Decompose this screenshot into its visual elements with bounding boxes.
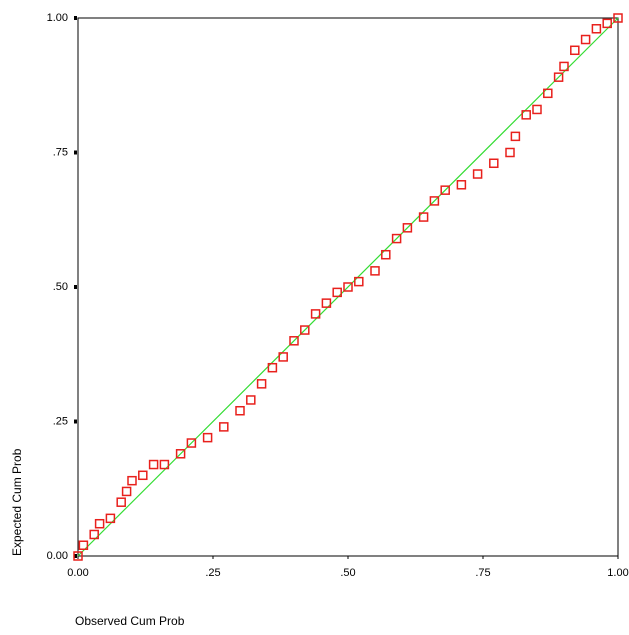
point bbox=[472, 169, 483, 179]
point bbox=[613, 13, 623, 23]
point bbox=[418, 212, 429, 222]
point bbox=[321, 298, 332, 308]
y-tick-label: .75 bbox=[53, 146, 68, 158]
point bbox=[570, 45, 580, 56]
y-tick-mark bbox=[74, 554, 77, 558]
point bbox=[219, 422, 229, 432]
x-tick-label: 0.00 bbox=[67, 567, 88, 579]
y-tick-label: .50 bbox=[53, 281, 68, 293]
point bbox=[289, 336, 299, 346]
point bbox=[105, 513, 116, 524]
y-tick-mark bbox=[74, 150, 77, 155]
y-tick-mark bbox=[74, 285, 77, 289]
y-axis-title: Expected Cum Prob bbox=[10, 448, 24, 556]
x-tick-label: 1.00 bbox=[607, 567, 628, 579]
point bbox=[116, 497, 126, 507]
point bbox=[235, 405, 245, 416]
point bbox=[89, 529, 99, 540]
point bbox=[532, 104, 542, 115]
point bbox=[202, 432, 213, 443]
point bbox=[370, 266, 380, 276]
point bbox=[94, 518, 105, 529]
point bbox=[256, 379, 267, 389]
point bbox=[310, 309, 321, 319]
point bbox=[121, 486, 132, 497]
point bbox=[602, 18, 612, 29]
x-tick-label: .25 bbox=[205, 567, 220, 579]
point bbox=[159, 459, 170, 470]
point bbox=[78, 540, 89, 550]
point bbox=[186, 438, 197, 448]
point bbox=[300, 325, 310, 335]
point bbox=[332, 287, 342, 298]
point bbox=[440, 185, 450, 195]
point bbox=[267, 362, 278, 373]
point bbox=[138, 470, 148, 481]
point bbox=[543, 88, 553, 99]
point bbox=[559, 61, 569, 72]
point bbox=[489, 158, 499, 169]
point bbox=[521, 110, 531, 120]
x-axis-title: Observed Cum Prob bbox=[75, 614, 185, 628]
point bbox=[381, 249, 391, 260]
point bbox=[510, 131, 521, 142]
x-tick-label: .50 bbox=[340, 567, 355, 579]
point bbox=[402, 223, 413, 233]
point bbox=[343, 282, 353, 292]
y-tick-label: 0.00 bbox=[47, 550, 68, 562]
point bbox=[429, 196, 440, 206]
point bbox=[278, 352, 288, 362]
point bbox=[73, 551, 83, 561]
y-tick-mark bbox=[74, 419, 77, 424]
point bbox=[246, 395, 256, 405]
point bbox=[580, 34, 591, 45]
y-tick-mark bbox=[74, 16, 77, 20]
y-tick-label: 1.00 bbox=[47, 12, 68, 24]
point bbox=[591, 24, 602, 34]
y-tick-label: .25 bbox=[53, 415, 68, 427]
x-tick-label: .75 bbox=[475, 567, 490, 579]
point bbox=[354, 276, 364, 287]
point bbox=[553, 72, 564, 82]
point bbox=[505, 147, 515, 158]
point bbox=[148, 459, 159, 470]
point bbox=[456, 180, 467, 190]
point bbox=[175, 449, 186, 459]
point bbox=[391, 233, 402, 244]
point bbox=[127, 475, 137, 486]
